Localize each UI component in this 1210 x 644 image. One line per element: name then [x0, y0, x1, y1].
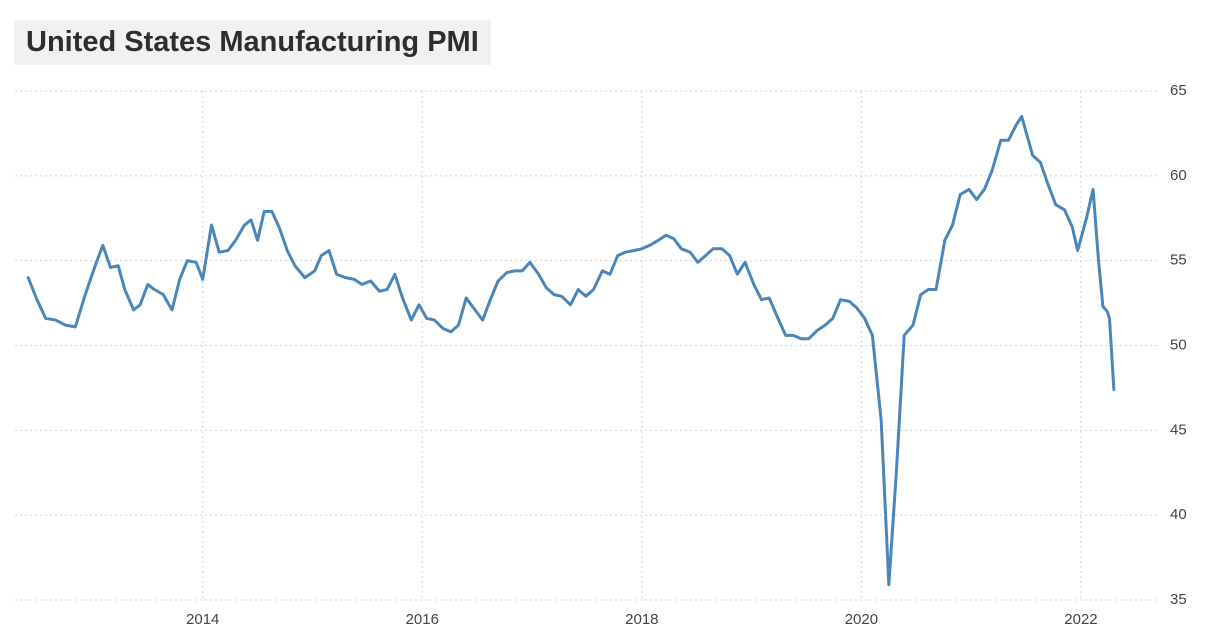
y-tick-label: 60 — [1170, 167, 1187, 184]
x-tick-label: 2014 — [186, 611, 219, 628]
x-tick-label: 2018 — [625, 611, 658, 628]
x-tick-label: 2020 — [845, 611, 878, 628]
x-tick-label: 2016 — [406, 611, 439, 628]
y-tick-label: 40 — [1170, 506, 1187, 523]
y-tick-label: 65 — [1170, 82, 1187, 99]
y-tick-label: 45 — [1170, 421, 1187, 438]
y-tick-label: 55 — [1170, 252, 1187, 269]
y-tick-label: 50 — [1170, 336, 1187, 353]
chart-title: United States Manufacturing PMI — [14, 20, 491, 65]
x-tick-label: 2022 — [1064, 611, 1097, 628]
line-series — [26, 114, 1116, 587]
y-tick-label: 35 — [1170, 591, 1187, 608]
